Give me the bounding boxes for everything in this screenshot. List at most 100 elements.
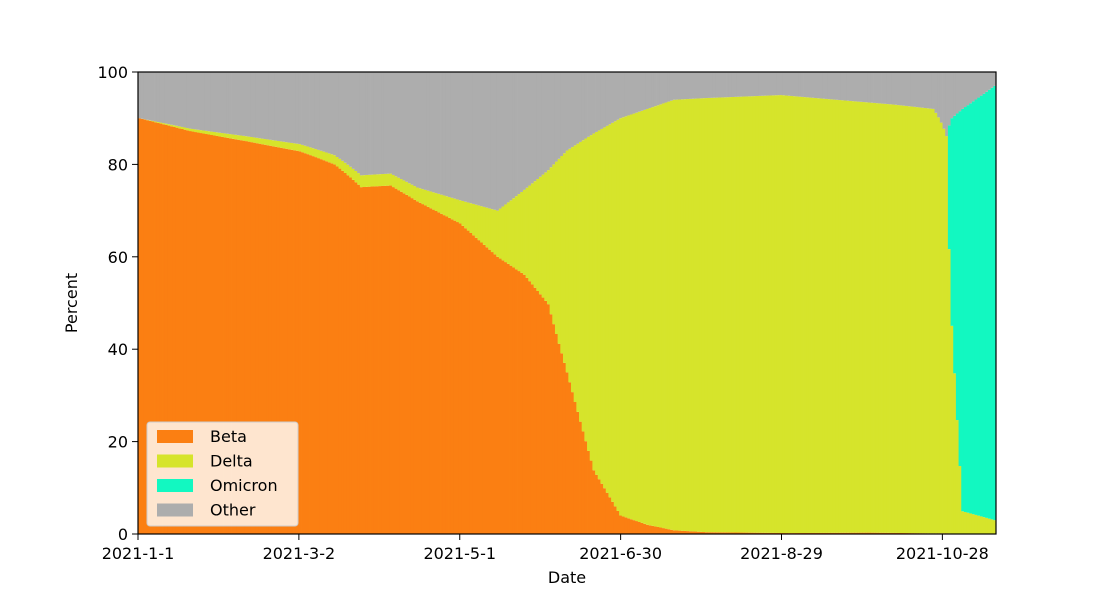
bar-other	[151, 72, 155, 121]
bar-delta	[450, 197, 454, 220]
bar-other	[148, 72, 152, 121]
bar-beta	[862, 532, 866, 534]
bar-beta	[276, 147, 281, 534]
bar-other	[902, 72, 906, 106]
bar-other	[231, 72, 235, 135]
bar-delta	[632, 113, 636, 521]
bar-beta	[458, 223, 462, 535]
bar-other	[506, 72, 510, 203]
bar-beta	[544, 300, 548, 534]
bar-delta	[947, 249, 951, 534]
bar-delta	[603, 127, 607, 489]
bar-other	[357, 72, 361, 174]
bar-beta	[242, 140, 246, 534]
bar-delta	[501, 206, 505, 261]
bar-beta	[536, 290, 540, 534]
bar-delta	[512, 198, 516, 268]
bar-beta	[234, 139, 238, 534]
bar-other	[782, 72, 786, 96]
bar-other	[758, 72, 762, 96]
bar-other	[172, 72, 176, 126]
bar-other	[480, 72, 484, 207]
bar-delta	[693, 98, 698, 532]
bar-other	[260, 72, 265, 139]
bar-beta	[258, 143, 262, 534]
bar-beta	[424, 205, 428, 535]
bar-other	[734, 72, 738, 97]
bar-beta	[637, 521, 641, 534]
bar-beta	[557, 343, 561, 534]
bar-delta	[407, 183, 412, 197]
bar-beta	[653, 526, 657, 534]
bar-beta	[611, 501, 615, 534]
bar-other	[803, 72, 807, 98]
bar-delta	[242, 135, 246, 141]
bar-other	[533, 72, 537, 182]
bar-delta	[961, 511, 965, 534]
bar-other	[913, 72, 917, 107]
bar-other	[827, 72, 831, 100]
bar-omicron	[990, 87, 994, 520]
bar-other	[212, 72, 216, 132]
bar-delta	[472, 203, 476, 236]
bar-beta	[560, 353, 564, 534]
bar-delta	[202, 130, 206, 134]
bar-beta	[589, 460, 593, 534]
bar-delta	[469, 203, 473, 233]
bar-other	[640, 72, 644, 111]
bar-delta	[258, 138, 262, 144]
bar-other	[252, 72, 256, 138]
bar-other	[546, 72, 551, 171]
bar-beta	[335, 166, 339, 535]
bar-beta	[204, 134, 208, 534]
bar-beta	[747, 532, 751, 534]
bar-delta	[271, 140, 275, 147]
bar-beta	[619, 515, 623, 534]
bar-delta	[680, 99, 684, 531]
bar-other	[317, 72, 321, 150]
bar-beta	[731, 532, 735, 534]
bar-other	[196, 72, 200, 130]
bar-delta	[180, 126, 184, 129]
bar-other	[736, 72, 740, 97]
bar-delta	[613, 121, 617, 507]
bar-delta	[953, 373, 957, 534]
bar-other	[600, 72, 604, 129]
bar-other	[525, 72, 529, 188]
bar-delta	[546, 170, 551, 305]
bar-other	[464, 72, 468, 202]
bar-delta	[335, 157, 339, 167]
x-tick-label: 2021-1-1	[102, 544, 175, 563]
bar-other	[424, 72, 428, 190]
bar-delta	[803, 97, 807, 533]
bar-other	[969, 72, 973, 104]
bar-delta	[458, 200, 462, 224]
bar-other	[974, 72, 978, 100]
bar-beta	[317, 158, 321, 534]
bar-beta	[704, 532, 708, 534]
bar-other	[875, 72, 879, 104]
bar-other	[985, 72, 989, 92]
bar-delta	[255, 137, 259, 144]
bar-delta	[282, 141, 286, 149]
bar-other	[822, 72, 826, 99]
bar-delta	[389, 173, 393, 186]
bar-delta	[573, 145, 577, 403]
bar-beta	[293, 150, 297, 534]
bar-delta	[886, 104, 890, 533]
bar-beta	[840, 532, 845, 534]
bar-other	[402, 72, 406, 181]
bar-other	[718, 72, 722, 98]
bar-other	[407, 72, 412, 184]
bar-beta	[640, 522, 644, 534]
bar-delta	[480, 206, 484, 243]
bar-beta	[357, 184, 361, 534]
bar-other	[931, 72, 935, 109]
bar-delta	[167, 124, 171, 126]
bar-delta	[375, 174, 379, 187]
bar-other	[710, 72, 714, 98]
bar-other	[199, 72, 203, 131]
bar-delta	[859, 101, 863, 533]
bar-beta	[333, 164, 337, 534]
bar-beta	[878, 532, 882, 534]
